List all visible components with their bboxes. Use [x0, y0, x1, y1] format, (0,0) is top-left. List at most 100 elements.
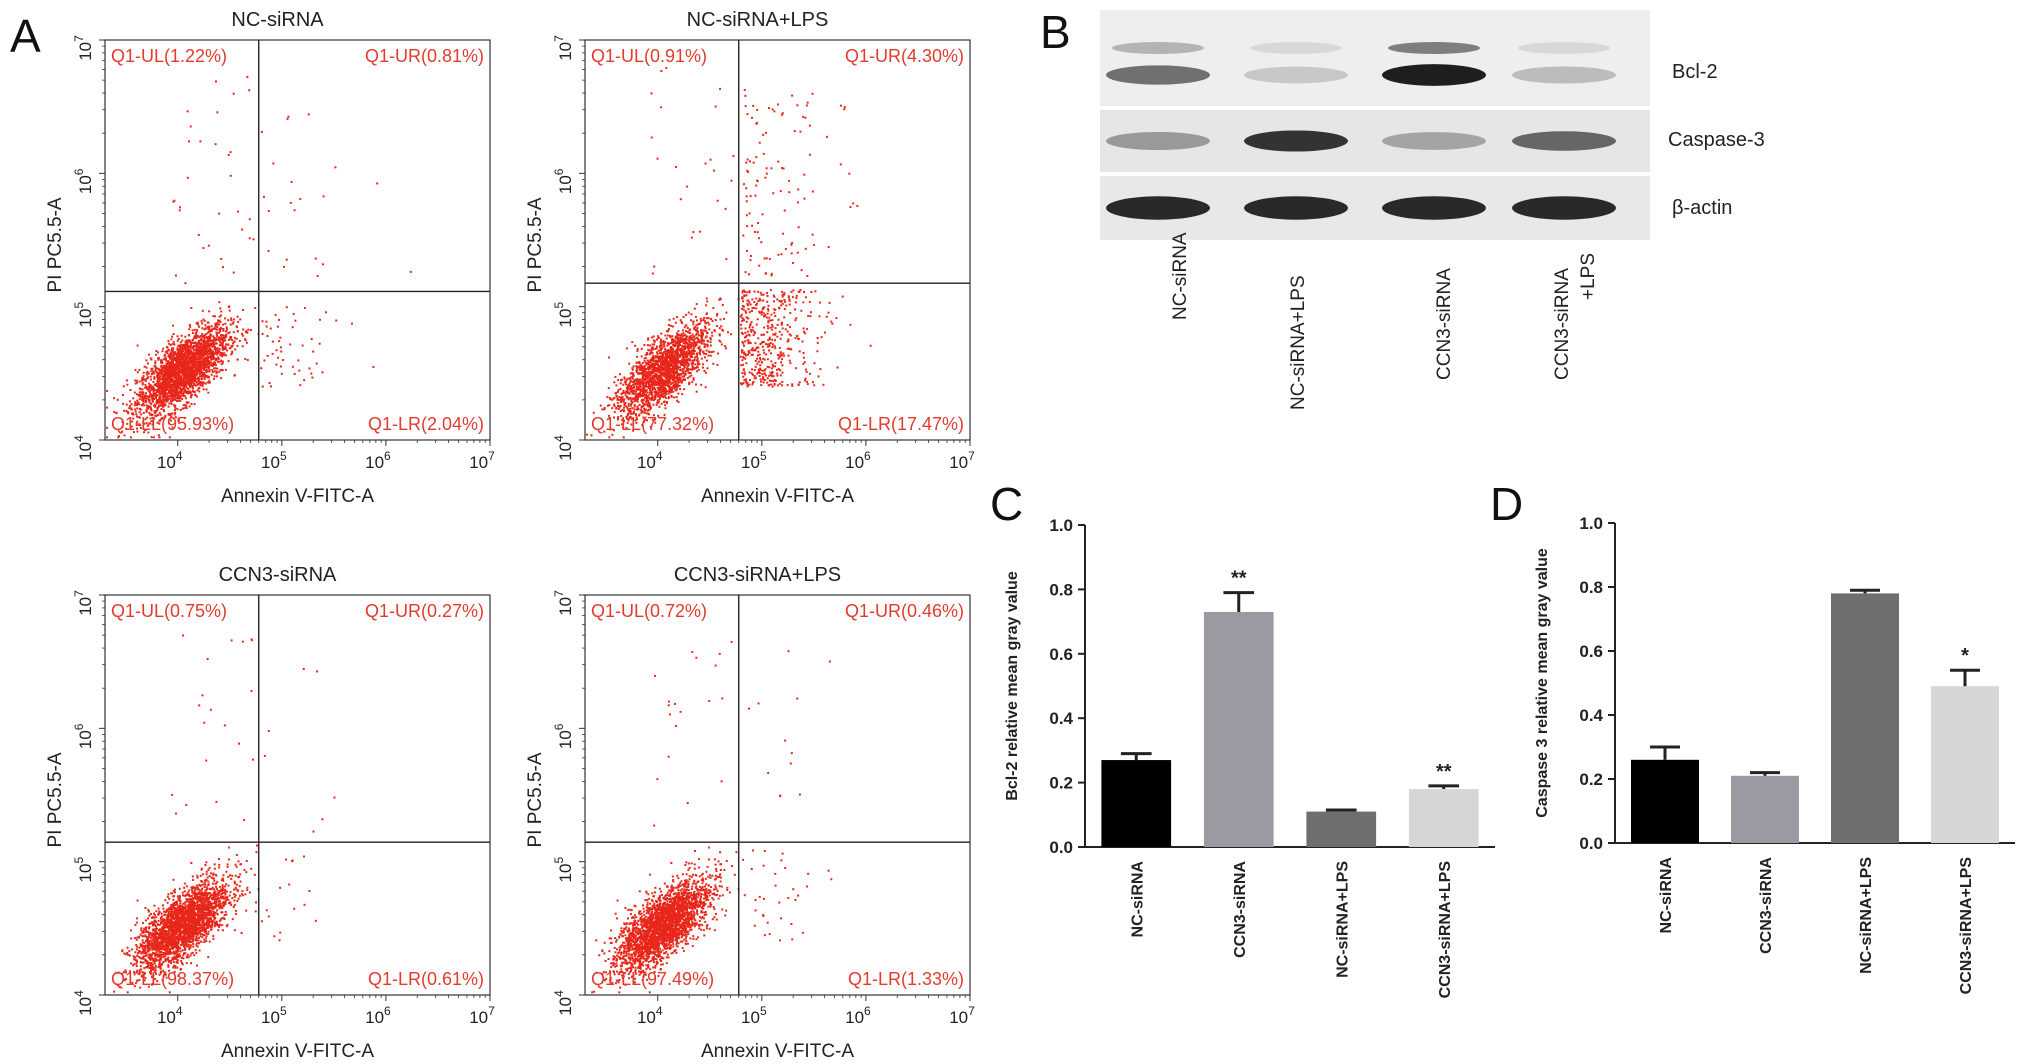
- scatter-point: [758, 371, 761, 374]
- scatter-point: [694, 345, 697, 348]
- scatter-point: [662, 388, 665, 391]
- scatter-point: [183, 373, 186, 376]
- scatter-point: [176, 376, 179, 379]
- scatter-point: [749, 303, 752, 306]
- scatter-point: [156, 400, 159, 403]
- scatter-point: [633, 410, 636, 413]
- scatter-point: [192, 369, 195, 372]
- scatter-point: [193, 366, 196, 369]
- scatter-point: [656, 386, 659, 389]
- scatter-point: [144, 397, 147, 400]
- scatter-point: [179, 365, 182, 368]
- scatter-point: [138, 395, 141, 398]
- scatter-point: [638, 368, 641, 371]
- scatter-point: [653, 383, 656, 386]
- scatter-point: [178, 364, 181, 367]
- scatter-point: [669, 334, 672, 337]
- scatter-point: [178, 376, 181, 379]
- scatter-point: [231, 344, 234, 347]
- scatter-point: [186, 378, 189, 381]
- scatter-point: [673, 396, 676, 399]
- scatter-point: [654, 389, 657, 392]
- scatter-point: [201, 385, 204, 388]
- scatter-point: [194, 341, 197, 344]
- scatter-point: [225, 326, 228, 329]
- scatter-point: [797, 384, 800, 387]
- scatter-point: [680, 333, 683, 336]
- scatter-point: [160, 404, 163, 407]
- scatter-point: [696, 323, 699, 326]
- scatter-point: [194, 363, 197, 366]
- scatter-point: [644, 403, 647, 406]
- scatter-point: [780, 304, 783, 307]
- scatter-point: [198, 368, 201, 371]
- scatter-point: [246, 359, 249, 362]
- scatter-point: [217, 360, 220, 363]
- scatter-point: [617, 404, 620, 407]
- scatter-point: [191, 358, 194, 361]
- scatter-point: [206, 376, 209, 379]
- scatter-point: [188, 356, 191, 359]
- scatter-point: [634, 396, 637, 399]
- scatter-point: [287, 115, 290, 118]
- scatter-point: [695, 303, 698, 306]
- scatter-point: [645, 375, 648, 378]
- scatter-point: [153, 377, 156, 380]
- scatter-point: [246, 76, 249, 79]
- scatter-point: [222, 334, 225, 337]
- scatter-point: [660, 373, 663, 376]
- scatter-point: [277, 318, 280, 321]
- scatter-point: [263, 359, 266, 362]
- scatter-point: [640, 364, 643, 367]
- scatter-point: [207, 339, 210, 342]
- scatter-point: [174, 390, 177, 393]
- scatter-point: [768, 343, 771, 346]
- scatter-point: [286, 117, 289, 120]
- scatter-point: [644, 381, 647, 384]
- scatter-point: [652, 356, 655, 359]
- scatter-point: [205, 371, 208, 374]
- scatter-point: [641, 402, 644, 405]
- scatter-point: [189, 391, 192, 394]
- scatter-point: [145, 377, 148, 380]
- scatter-point: [165, 376, 168, 379]
- scatter-point: [617, 417, 620, 420]
- scatter-point: [174, 392, 177, 395]
- scatter-point: [203, 366, 206, 369]
- scatter-point: [627, 417, 630, 420]
- scatter-point: [205, 353, 208, 356]
- scatter-point: [170, 338, 173, 341]
- scatter-point: [170, 402, 173, 405]
- scatter-point: [642, 398, 645, 401]
- scatter-point: [655, 369, 658, 372]
- scatter-point: [666, 374, 669, 377]
- scatter-point: [231, 322, 234, 325]
- scatter-point: [753, 377, 756, 380]
- scatter-point: [189, 345, 192, 348]
- scatter-point: [206, 363, 209, 366]
- scatter-point: [672, 378, 675, 381]
- scatter-point: [173, 353, 176, 356]
- scatter-point: [230, 353, 233, 356]
- scatter-point: [189, 371, 192, 374]
- scatter-point: [125, 403, 128, 406]
- scatter-point: [121, 430, 124, 433]
- scatter-point: [625, 391, 628, 394]
- scatter-point: [194, 353, 197, 356]
- scatter-point: [315, 362, 318, 365]
- scatter-point: [136, 427, 139, 430]
- scatter-point: [198, 325, 201, 328]
- scatter-point: [191, 376, 194, 379]
- scatter-point: [161, 405, 164, 408]
- scatter-point: [650, 371, 653, 374]
- scatter-point: [175, 397, 178, 400]
- scatter-point: [219, 353, 222, 356]
- scatter-point: [641, 401, 644, 404]
- scatter-point: [136, 430, 139, 433]
- scatter-point: [171, 412, 174, 415]
- scatter-point: [162, 376, 165, 379]
- scatter-point: [654, 355, 657, 358]
- scatter-point: [311, 376, 314, 379]
- scatter-point: [653, 367, 656, 370]
- scatter-point: [620, 393, 623, 396]
